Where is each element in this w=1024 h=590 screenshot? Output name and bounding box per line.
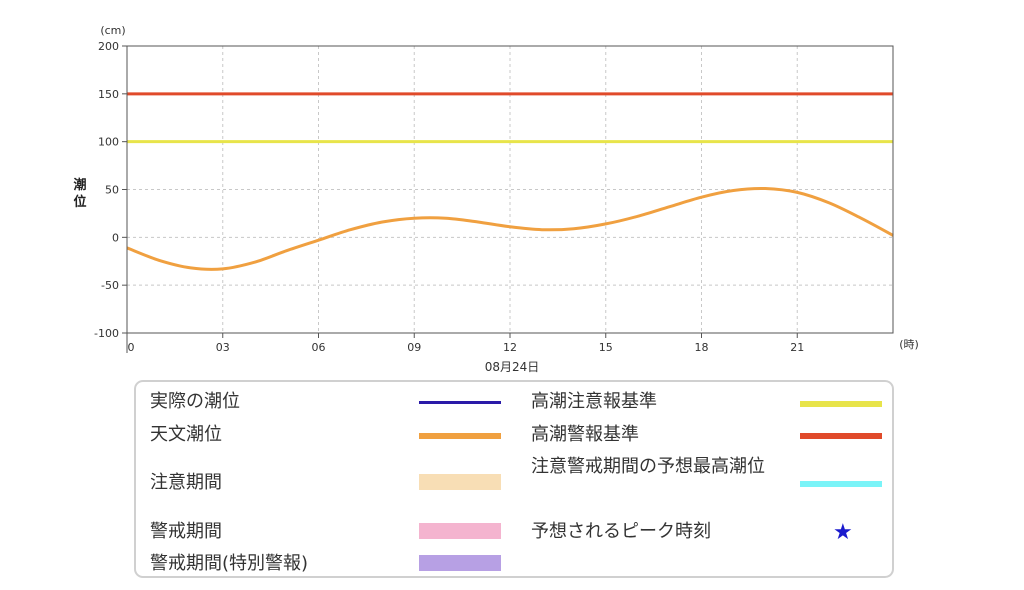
x-tick-label: 18 <box>695 341 709 354</box>
legend-label: 高潮警報基準 <box>531 424 639 445</box>
reference-lines <box>127 92 893 144</box>
y-tick-label: -50 <box>101 279 119 292</box>
y-axis-title-char: 潮 <box>73 177 86 193</box>
date-label: 08月24日 <box>485 360 540 374</box>
y-tick-label: 50 <box>105 184 119 197</box>
star-icon: ★ <box>833 520 853 545</box>
legend-label: 天文潮位 <box>150 424 222 445</box>
legend-swatch-line <box>800 433 882 439</box>
legend-swatch-line <box>800 401 882 407</box>
y-axis-title: 潮位 <box>73 177 86 210</box>
x-unit-label: (時) <box>899 338 919 351</box>
legend-swatch-box <box>419 555 501 571</box>
x-tick-label: 09 <box>407 341 421 354</box>
legend-swatch-box <box>419 474 501 490</box>
x-tick-label: 03 <box>216 341 230 354</box>
y-tick-label: 150 <box>98 88 119 101</box>
y-tick-label: 200 <box>98 40 119 53</box>
legend-label: 警戒期間 <box>150 521 222 542</box>
legend-label: 警戒期間(特別警報) <box>150 553 309 574</box>
legend-swatch-line <box>800 481 882 487</box>
y-ticks: 200 150 100 50 0 -50 -100 <box>94 40 127 340</box>
y-tick-label: 0 <box>112 231 119 244</box>
legend-label: 注意期間 <box>150 472 222 493</box>
x-tick-label: 12 <box>503 341 517 354</box>
y-unit-label: (cm) <box>100 24 125 37</box>
x-ticks: 0 03 06 09 12 15 18 21 <box>126 333 804 354</box>
legend-swatch-line <box>419 433 501 439</box>
legend-label: 注意警戒期間の予想最高潮位 <box>531 456 765 477</box>
x-tick-label: 15 <box>599 341 613 354</box>
legend: 実際の潮位 高潮注意報基準天文潮位 高潮警報基準注意期間 注意警戒期間の予想最高潮位警… <box>134 380 894 578</box>
x-tick-label: 06 <box>312 341 326 354</box>
legend-swatch-line <box>419 401 501 404</box>
x-tick-label: 0 <box>128 341 135 354</box>
legend-label: 予想されるピーク時刻 <box>531 521 711 542</box>
y-axis-title-char: 位 <box>73 194 86 210</box>
legend-label: 高潮注意報基準 <box>531 391 657 412</box>
y-tick-label: -100 <box>94 327 119 340</box>
x-tick-label: 21 <box>790 341 804 354</box>
series-layer <box>126 186 894 271</box>
legend-label: 実際の潮位 <box>150 391 240 412</box>
series-line-astronomical-tide <box>126 186 894 271</box>
legend-swatch-box <box>419 523 501 539</box>
y-tick-label: 100 <box>98 136 119 149</box>
